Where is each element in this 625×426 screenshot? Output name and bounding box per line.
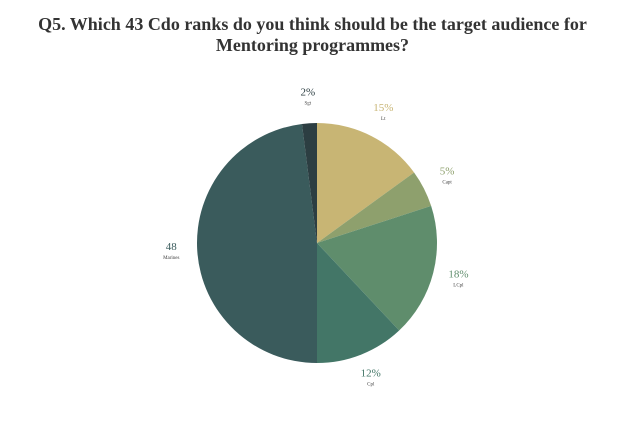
data-label-capt: 5% xyxy=(440,166,455,178)
category-label-capt: Capt xyxy=(442,181,452,186)
pie-slice-capt xyxy=(317,172,432,243)
pie-slices xyxy=(196,123,437,364)
pie-slice-cpl xyxy=(317,243,400,363)
pie-slice-lcpl xyxy=(317,205,437,331)
data-label-cpl: 12% xyxy=(361,368,381,380)
data-label-lcpl: 18% xyxy=(448,268,468,280)
pie-slice-lt xyxy=(317,123,415,243)
category-label-lcpl: LCpl xyxy=(453,283,464,288)
pie-slice-sgt xyxy=(301,123,317,243)
data-label-marines: 48 xyxy=(166,241,178,253)
pie-slice-marines xyxy=(196,123,317,364)
chart-title-line-2: Mentoring programmes? xyxy=(215,35,410,55)
chart-title: Q5. Which 43 Cdo ranks do you think shou… xyxy=(0,14,625,56)
data-label-lt: 15% xyxy=(373,102,393,114)
category-label-lt: Lt xyxy=(381,117,386,122)
category-label-cpl: Cpl xyxy=(367,383,375,388)
chart-title-line-1: Q5. Which 43 Cdo ranks do you think shou… xyxy=(38,14,587,34)
category-label-marines: Marines xyxy=(163,256,179,261)
pie-labels: 15% Lt 5% Capt 18% LCpl 12% Cpl 48 Marines 2% Sgt xyxy=(163,86,468,387)
data-label-sgt: 2% xyxy=(300,86,315,98)
category-label-sgt: Sgt xyxy=(304,101,311,106)
